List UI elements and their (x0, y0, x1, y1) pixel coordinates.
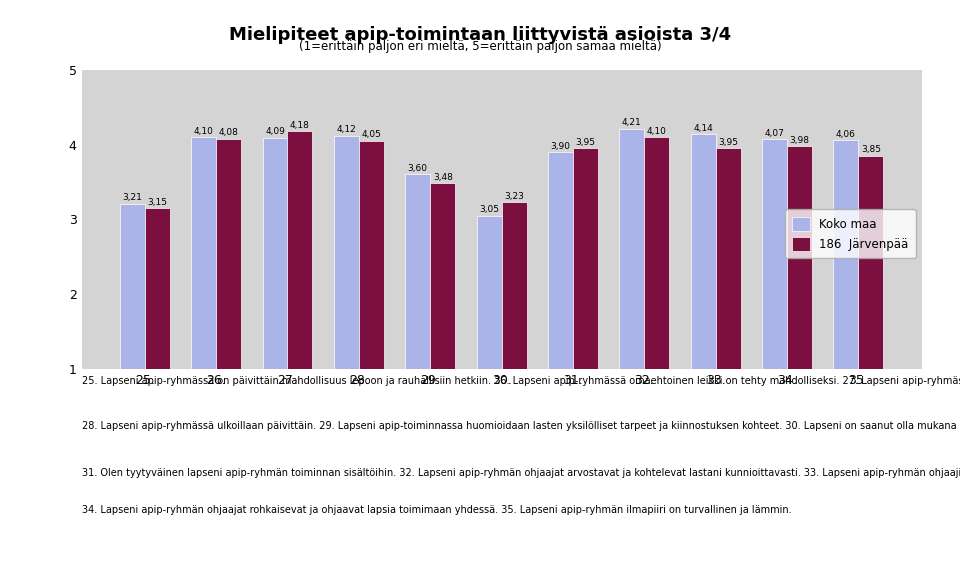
Bar (476, 216, 501, 444)
Text: 3,05: 3,05 (479, 205, 499, 214)
Text: (1=erittäin paljon eri mieltä, 5=erittäin paljon samaa mieltä): (1=erittäin paljon eri mieltä, 5=erittäi… (299, 40, 661, 52)
Text: 28. Lapseni apip-ryhmässä ulkoillaan päivittäin. 29. Lapseni apip-toiminnassa hu: 28. Lapseni apip-ryhmässä ulkoillaan päi… (82, 421, 960, 431)
Bar (405, 174, 430, 444)
Text: Mielipiteet apip-toimintaan liittyvistä asioista 3/4: Mielipiteet apip-toimintaan liittyvistä … (228, 26, 732, 44)
Bar (262, 138, 287, 444)
Bar (762, 139, 787, 444)
Text: 3,95: 3,95 (575, 138, 595, 147)
Text: 4,09: 4,09 (265, 127, 285, 137)
Text: 3,60: 3,60 (408, 164, 428, 173)
Text: 4,18: 4,18 (290, 121, 310, 130)
Text: 3,98: 3,98 (789, 135, 809, 145)
Text: 4,06: 4,06 (836, 130, 856, 138)
Legend: Koko maa, 186  Järvenpää: Koko maa, 186 Järvenpää (785, 209, 916, 259)
Bar (191, 137, 216, 444)
Bar (619, 129, 644, 444)
Bar (120, 203, 145, 444)
Text: 4,08: 4,08 (219, 128, 238, 137)
Text: 25. Lapseni apip-ryhmässä on päivittäin mahdollisuus lepoon ja rauhallisiin hetk: 25. Lapseni apip-ryhmässä on päivittäin … (82, 376, 960, 386)
Text: 34. Lapseni apip-ryhmän ohjaajat rohkaisevat ja ohjaavat lapsia toimimaan yhdess: 34. Lapseni apip-ryhmän ohjaajat rohkais… (82, 505, 791, 515)
Bar (145, 208, 170, 444)
Text: 3,21: 3,21 (122, 193, 142, 202)
Text: Osaamisen ja sivistyksen asialla: Osaamisen ja sivistyksen asialla (694, 551, 941, 566)
Bar (287, 131, 312, 444)
Text: 3,15: 3,15 (147, 198, 167, 207)
Bar (858, 156, 883, 444)
Text: 3,95: 3,95 (718, 138, 738, 147)
Text: 4,14: 4,14 (693, 124, 713, 132)
Bar (716, 148, 741, 444)
Text: 12: 12 (19, 550, 42, 568)
Bar (691, 134, 716, 444)
Bar (787, 146, 812, 444)
Text: 4,10: 4,10 (647, 127, 667, 135)
Bar (833, 140, 858, 444)
Bar (216, 138, 241, 444)
Text: 3,48: 3,48 (433, 173, 453, 182)
Bar (644, 137, 669, 444)
Text: 3,23: 3,23 (504, 192, 524, 200)
Bar (430, 184, 455, 444)
Text: 4,07: 4,07 (765, 129, 784, 138)
Text: 4,12: 4,12 (337, 125, 356, 134)
Bar (359, 141, 384, 444)
Bar (334, 135, 359, 444)
Text: 3,85: 3,85 (861, 145, 881, 154)
Bar (501, 202, 527, 444)
Bar (573, 148, 598, 444)
Text: 4,05: 4,05 (361, 130, 381, 139)
Bar (548, 152, 573, 444)
Text: 31. Olen tyytyväinen lapseni apip-ryhmän toiminnan sisältöihin. 32. Lapseni apip: 31. Olen tyytyväinen lapseni apip-ryhmän… (82, 468, 960, 478)
Text: 4,21: 4,21 (622, 119, 641, 127)
Text: 3,90: 3,90 (550, 142, 570, 150)
Text: 4,10: 4,10 (194, 127, 213, 135)
